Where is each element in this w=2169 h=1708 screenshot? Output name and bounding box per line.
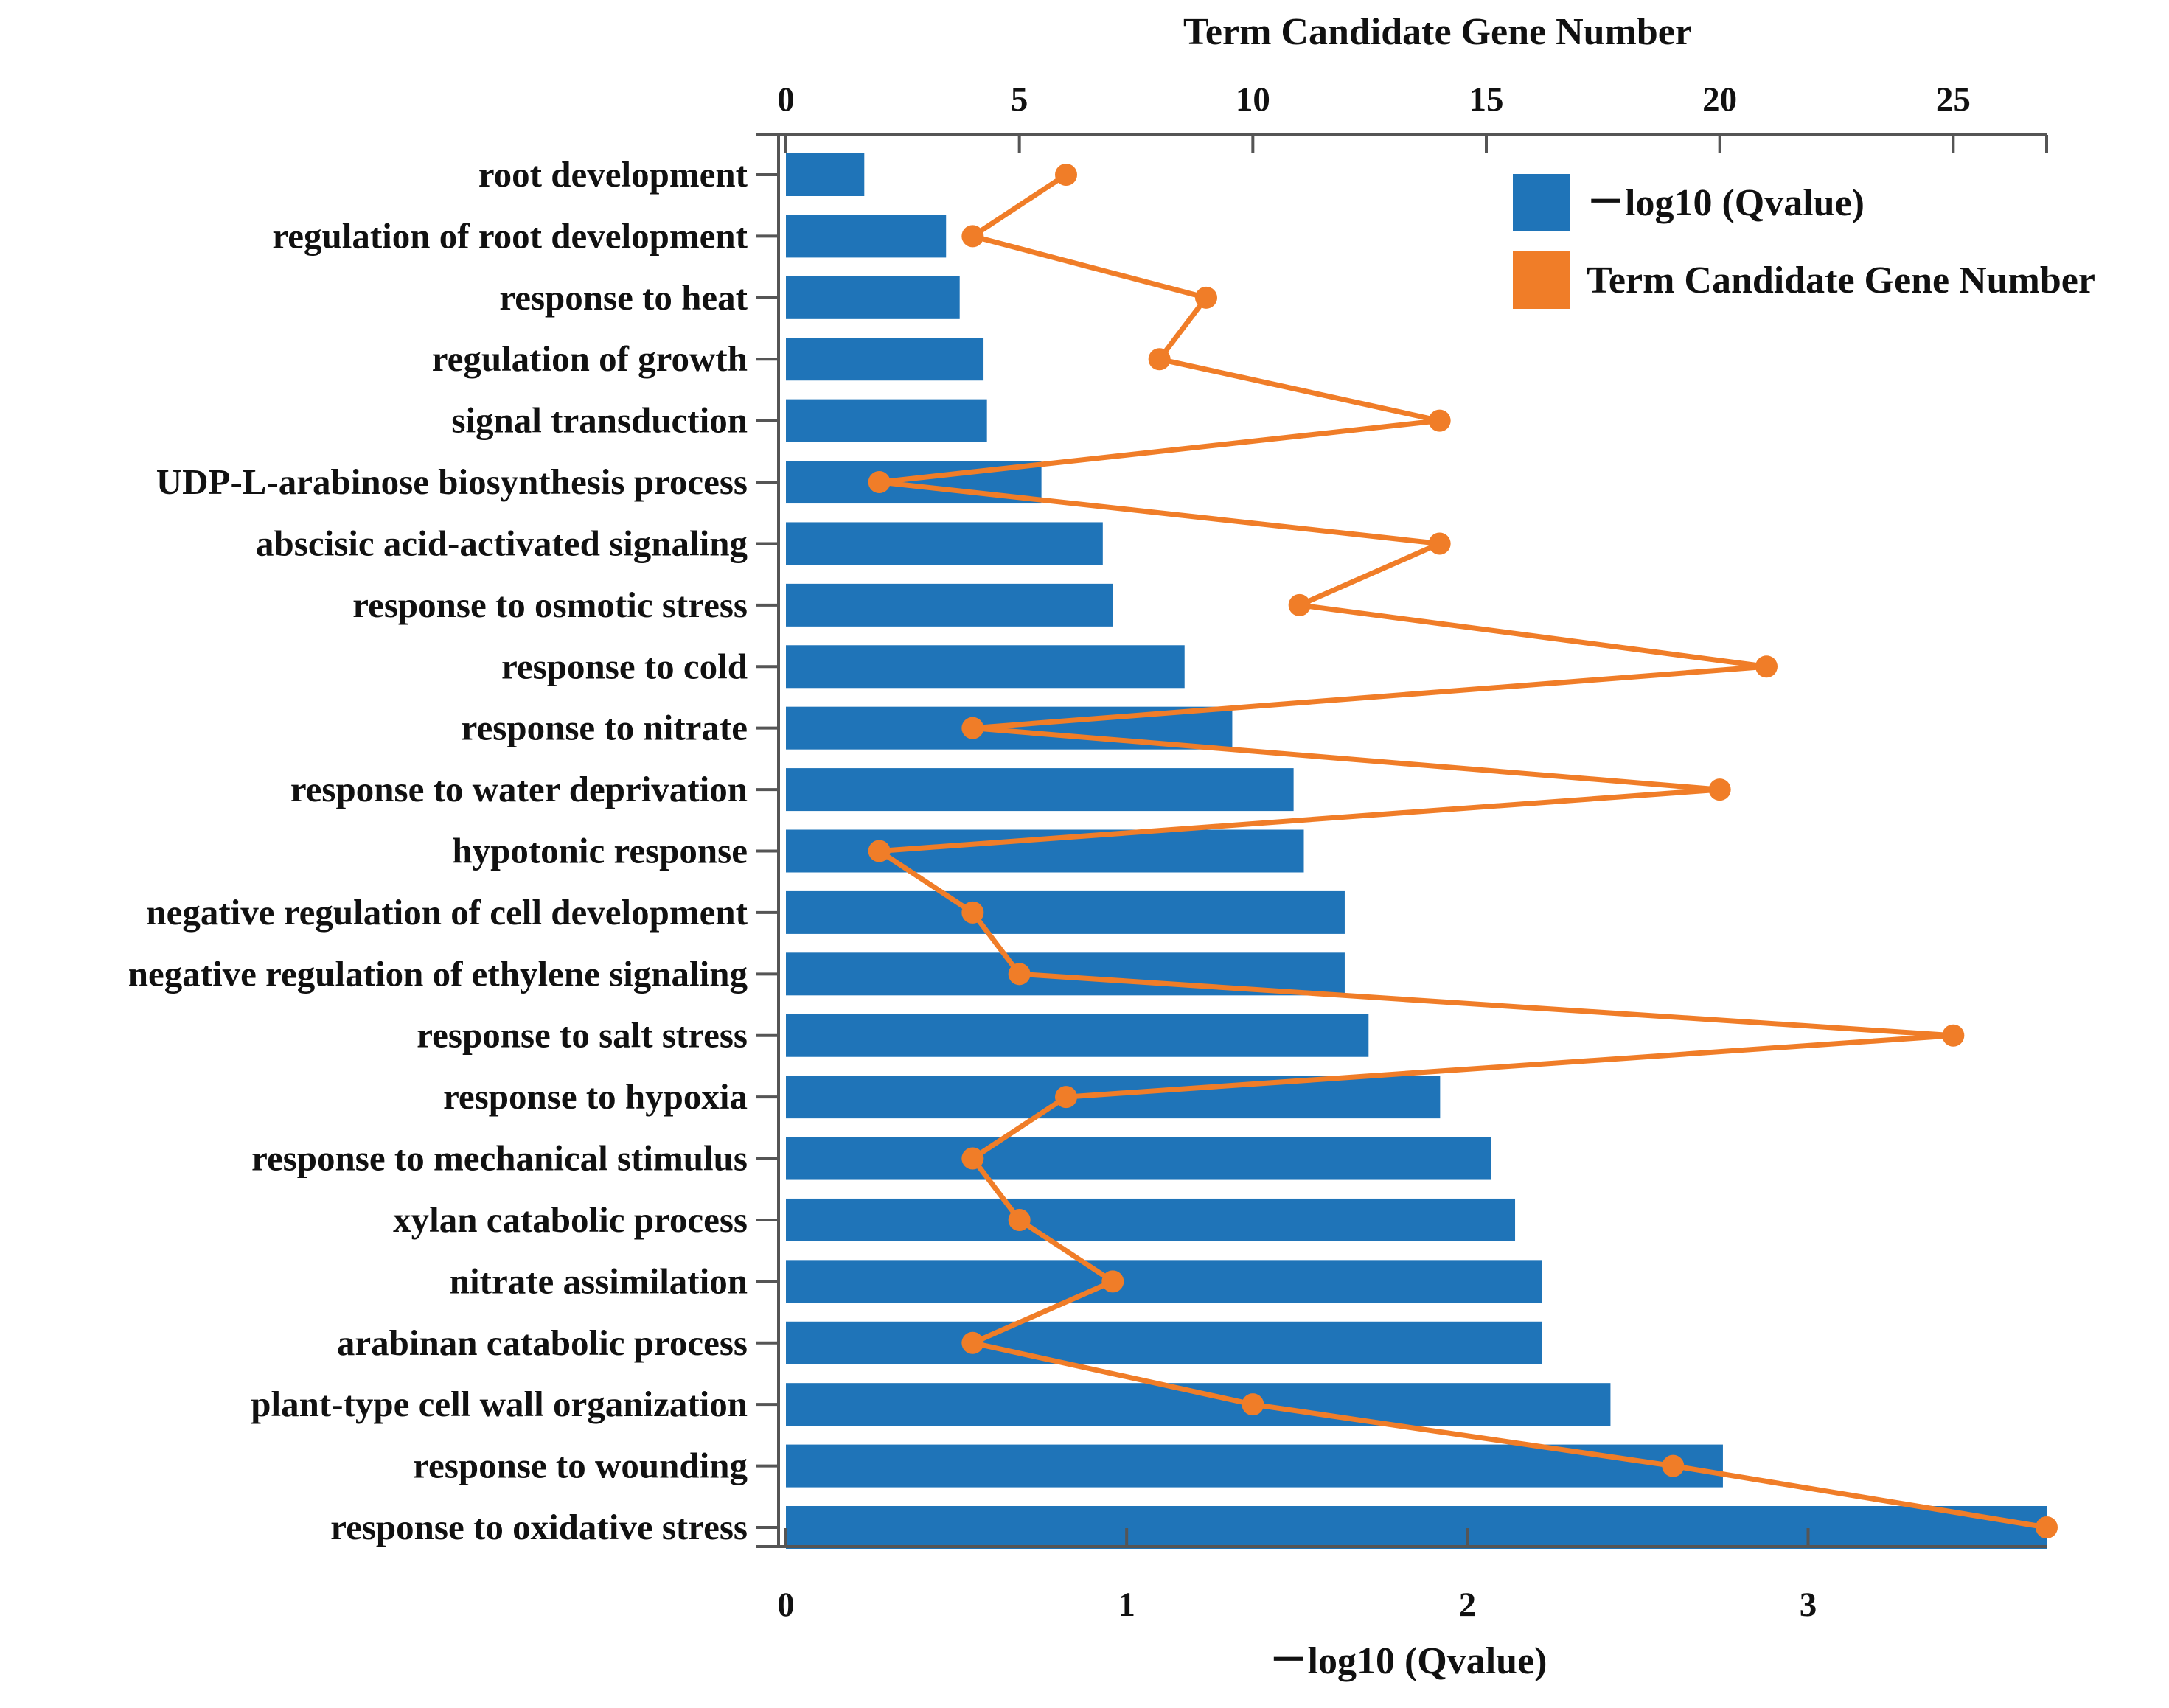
top-axis-tick-label: 20 (1702, 80, 1737, 119)
category-label: plant-type cell wall organization (251, 1384, 748, 1424)
gene-number-point-3 (1148, 348, 1171, 371)
gene-number-point-16 (961, 1147, 984, 1170)
category-label: negative regulation of cell development (146, 892, 748, 933)
gene-number-point-8 (1755, 655, 1778, 678)
category-label: nitrate assimilation (450, 1261, 748, 1301)
category-label: response to water deprivation (290, 769, 748, 809)
category-label: response to heat (499, 277, 748, 318)
bar-18 (786, 1260, 1542, 1303)
bottom-axis-tick-label: 0 (777, 1586, 795, 1624)
category-label: response to mechanical stimulus (251, 1138, 748, 1179)
labels-layer: root development regulation of root devel… (128, 80, 1971, 1624)
gene-number-point-12 (961, 901, 984, 924)
top-axis-tick-label: 5 (1011, 80, 1028, 119)
category-label: response to osmotic stress (352, 585, 748, 625)
category-label: regulation of root development (272, 215, 748, 256)
bar-1 (786, 215, 947, 258)
category-label: response to oxidative stress (330, 1507, 748, 1547)
category-label: root development (478, 154, 748, 195)
category-label: abscisic acid-activated signaling (256, 523, 748, 563)
gene-number-point-10 (1708, 778, 1731, 801)
bar-12 (786, 890, 1345, 934)
gene-number-point-1 (961, 225, 984, 248)
top-axis-tick-label: 10 (1236, 80, 1270, 119)
bar-6 (786, 522, 1103, 565)
gene-number-point-2 (1195, 286, 1217, 309)
gene-number-point-22 (2036, 1516, 2058, 1538)
bar-17 (786, 1198, 1516, 1241)
legend-swatch-bar (1513, 174, 1570, 231)
bar-22 (786, 1506, 2047, 1549)
top-axis-tick-label: 15 (1469, 80, 1504, 119)
bar-14 (786, 1014, 1369, 1057)
gene-number-point-21 (1662, 1454, 1685, 1477)
top-axis-tick-label: 25 (1936, 80, 1971, 119)
category-label: hypotonic response (452, 831, 748, 871)
category-label: xylan catabolic process (393, 1199, 748, 1240)
gene-number-point-20 (1242, 1393, 1264, 1416)
bar-16 (786, 1137, 1491, 1180)
bottom-axis-tick-label: 3 (1800, 1586, 1817, 1624)
legend: －log10 (Qvalue) Term Candidate Gene Numbe… (1513, 174, 2095, 309)
category-label: response to hypoxia (443, 1076, 748, 1117)
bottom-axis-tick-label: 2 (1459, 1586, 1477, 1624)
bottom-axis-tick-label: 1 (1118, 1586, 1135, 1624)
bar-8 (786, 645, 1185, 689)
legend-label-bar: －log10 (Qvalue) (1587, 182, 1865, 224)
bar-3 (786, 338, 984, 381)
gene-number-point-4 (1428, 409, 1451, 432)
bar-4 (786, 399, 987, 442)
bar-20 (786, 1383, 1611, 1426)
gene-number-point-7 (1288, 593, 1311, 616)
top-axis-tick-label: 0 (777, 80, 795, 119)
bar-2 (786, 276, 960, 319)
legend-label-line: Term Candidate Gene Number (1587, 259, 2095, 301)
category-label: UDP-L-arabinose biosynthesis process (156, 461, 748, 502)
gene-number-point-18 (1101, 1270, 1124, 1293)
gene-number-point-19 (961, 1331, 984, 1354)
gene-number-point-5 (868, 471, 891, 494)
bar-7 (786, 583, 1113, 627)
gene-number-point-0 (1055, 164, 1077, 186)
category-label: response to cold (501, 646, 748, 686)
gene-number-point-11 (868, 840, 891, 862)
bar-0 (786, 153, 865, 196)
gene-number-point-15 (1055, 1086, 1077, 1109)
gene-number-point-9 (961, 717, 984, 739)
bar-10 (786, 768, 1294, 812)
bars-layer (786, 153, 2047, 1549)
line-layer (868, 164, 2058, 1538)
legend-swatch-line (1513, 251, 1570, 309)
top-axis-title: Term Candidate Gene Number (1183, 11, 1692, 53)
bar-19 (786, 1321, 1542, 1364)
category-label: negative regulation of ethylene signalin… (128, 953, 748, 994)
gene-number-point-6 (1428, 532, 1451, 555)
category-label: response to nitrate (462, 708, 748, 748)
bar-11 (786, 829, 1304, 873)
gene-number-point-13 (1008, 963, 1031, 986)
category-label: signal transduction (451, 400, 748, 441)
bottom-axis-title: －log10 (Qvalue) (1270, 1640, 1547, 1682)
bar-15 (786, 1076, 1441, 1119)
gene-number-point-17 (1008, 1208, 1031, 1231)
axes-layer (756, 133, 2048, 1548)
category-label: arabinan catabolic process (337, 1322, 748, 1363)
category-label: response to salt stress (417, 1015, 748, 1056)
category-label: regulation of growth (432, 338, 748, 379)
category-label: response to wounding (413, 1446, 748, 1486)
gene-number-point-14 (1942, 1024, 1965, 1047)
